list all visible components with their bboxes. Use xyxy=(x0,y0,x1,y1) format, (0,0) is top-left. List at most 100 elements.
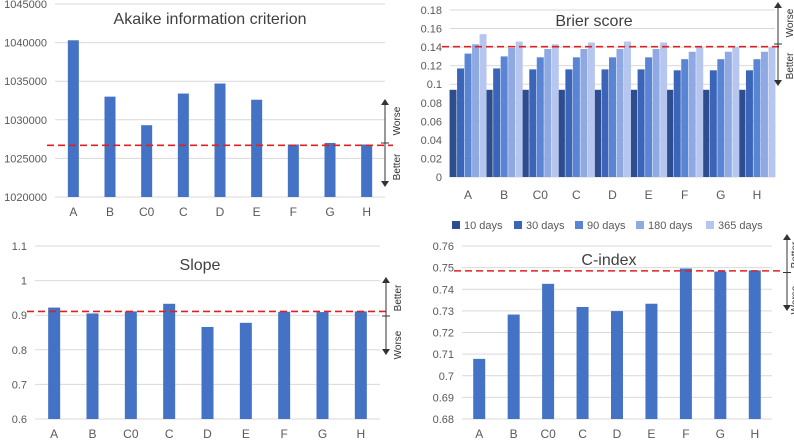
bar-365-days xyxy=(587,42,595,177)
x-tick-label: H xyxy=(750,427,759,441)
arrow-down-icon xyxy=(783,305,791,311)
y-tick-label: 0.73 xyxy=(433,306,454,318)
y-tick-label: 1020000 xyxy=(4,192,47,204)
arrow-up-icon xyxy=(381,99,389,105)
x-tick-label: A xyxy=(475,427,483,441)
chart-brier: 0 0.02 0.04 0.06 0.08 0.1 0.12 0.14 0.16 0.18 A B C0… xyxy=(421,2,794,202)
y-tick-label: 0.68 xyxy=(433,414,454,426)
x-tick-label: C xyxy=(179,205,188,219)
bar-365-days xyxy=(696,47,704,177)
bar xyxy=(48,307,61,419)
bar-90-days xyxy=(500,56,508,178)
legend-label: 30 days xyxy=(526,220,565,232)
bar-365-days xyxy=(551,44,559,178)
y-tick-label: 0.8 xyxy=(12,345,27,357)
bar-180-days xyxy=(760,51,768,177)
x-tick-label: E xyxy=(645,188,653,202)
bar-30-days xyxy=(637,69,645,177)
bar xyxy=(645,303,658,419)
x-tick-label: E xyxy=(647,427,655,441)
y-tick-label: 0.18 xyxy=(421,5,442,17)
y-tick-label: 0.7 xyxy=(12,379,27,391)
legend-label: 90 days xyxy=(587,220,626,232)
bar xyxy=(67,40,79,198)
legend-label: 180 days xyxy=(648,220,693,232)
bar xyxy=(104,96,116,197)
x-tick-label: D xyxy=(216,205,225,219)
bar-10-days xyxy=(521,89,529,177)
x-tick-label: A xyxy=(50,427,58,441)
direction-indicator: Better Worse xyxy=(382,277,404,359)
bar-30-days xyxy=(457,68,465,177)
bar xyxy=(316,312,329,419)
bar xyxy=(251,99,263,197)
direction-indicator: Worse Better xyxy=(381,99,403,187)
bar xyxy=(163,303,176,419)
bar-90-days xyxy=(536,57,544,177)
arrow-down-icon xyxy=(381,181,389,187)
bar-90-days xyxy=(717,59,725,177)
bar xyxy=(714,271,727,419)
direction-upper-label: Worse xyxy=(785,8,794,37)
legend-swatch xyxy=(575,221,583,229)
bar-30-days xyxy=(745,70,753,177)
x-tick-label: C0 xyxy=(533,188,549,202)
x-tick-label: B xyxy=(500,188,508,202)
bar-10-days xyxy=(594,89,601,177)
bar-10-days xyxy=(702,89,710,177)
y-tick-label: 0.16 xyxy=(421,24,442,36)
x-tick-label: H xyxy=(362,205,371,219)
bar xyxy=(611,311,623,419)
y-tick-label: 0.76 xyxy=(433,241,454,253)
bar xyxy=(141,125,153,197)
bar xyxy=(124,311,137,419)
bar-365-days xyxy=(479,34,487,177)
y-tick-label: 0.72 xyxy=(433,328,454,340)
x-tick-label: H xyxy=(753,188,762,202)
chart-title: Slope xyxy=(180,257,221,274)
x-tick-label: D xyxy=(613,427,622,441)
x-tick-label: D xyxy=(203,427,212,441)
x-tick-label: C xyxy=(578,427,587,441)
bar-180-days xyxy=(544,48,552,177)
y-tick-label: 1 xyxy=(21,276,27,288)
direction-indicator: Better Worse xyxy=(783,234,794,314)
bar-30-days xyxy=(529,69,537,177)
direction-lower-label: Worse xyxy=(790,285,794,314)
bar-90-days xyxy=(645,57,653,177)
bar-365-days xyxy=(624,41,631,177)
y-tick-label: 1040000 xyxy=(4,38,47,50)
arrow-up-icon xyxy=(783,234,791,240)
bar xyxy=(278,311,291,419)
bar xyxy=(354,311,367,419)
bar xyxy=(239,322,252,419)
bar-90-days xyxy=(753,59,761,177)
y-tick-label: 0.6 xyxy=(12,414,27,426)
chart-slope: 0.6 0.7 0.8 0.9 1 1.1 A B C0 C D E F G H Slope Better Wor… xyxy=(12,241,404,441)
y-tick-label: 1025000 xyxy=(4,153,47,165)
direction-lower-label: Better xyxy=(785,52,794,79)
x-tick-label: G xyxy=(318,427,327,441)
direction-upper-label: Worse xyxy=(392,106,403,135)
direction-lower-label: Worse xyxy=(393,330,404,359)
bar-365-days xyxy=(515,41,523,177)
y-tick-label: 0.74 xyxy=(433,284,454,296)
bar xyxy=(361,144,373,197)
x-tick-label: C0 xyxy=(540,427,556,441)
y-tick-label: 0.04 xyxy=(421,135,442,147)
legend-swatch xyxy=(452,221,460,229)
bar-10-days xyxy=(485,89,493,177)
bar xyxy=(86,313,99,419)
bar-30-days xyxy=(673,70,681,177)
legend-swatch xyxy=(706,221,714,229)
direction-upper-label: Better xyxy=(393,284,404,311)
arrow-down-icon xyxy=(382,349,390,355)
bar-30-days xyxy=(601,69,609,177)
bar-30-days xyxy=(709,70,717,177)
bar xyxy=(748,270,761,419)
bar-10-days xyxy=(738,89,746,177)
y-tick-label: 1045000 xyxy=(4,0,47,11)
bar-180-days xyxy=(652,48,660,177)
direction-upper-label: Better xyxy=(790,241,794,268)
arrow-up-icon xyxy=(382,277,390,283)
